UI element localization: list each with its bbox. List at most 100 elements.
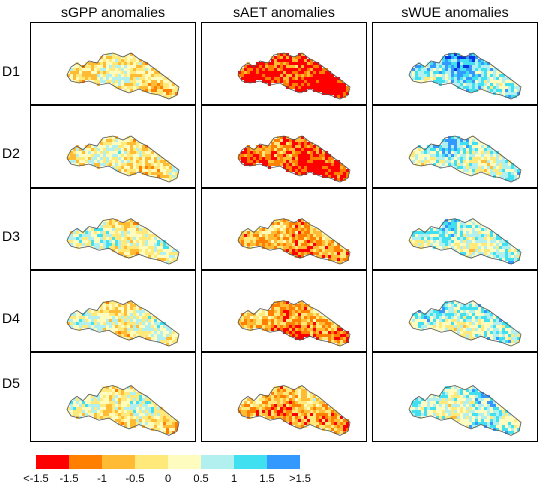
map-cell (496, 334, 499, 337)
map-cell (283, 325, 286, 328)
map-cell (460, 71, 463, 74)
map-cell (124, 240, 127, 243)
map-cell (106, 80, 109, 83)
map-cell (454, 389, 457, 392)
map-cell (259, 319, 262, 322)
map-cell (427, 325, 430, 328)
map-cell (160, 249, 163, 252)
map-cell (151, 319, 154, 322)
map-cell (481, 322, 484, 325)
map-cell (346, 337, 349, 340)
map-cell (151, 83, 154, 86)
map-cell (451, 322, 454, 325)
region-outline (408, 218, 522, 265)
map-cell (514, 425, 517, 428)
map-cell (82, 404, 85, 407)
map-cell (97, 68, 100, 71)
map-cell (292, 307, 295, 310)
map-cell (340, 80, 343, 83)
map-cell (442, 307, 445, 310)
map-cell (262, 62, 265, 65)
map-cell (511, 92, 514, 95)
map-cell (493, 249, 496, 252)
map-cell (151, 328, 154, 331)
map-cell (307, 319, 310, 322)
map-cell (142, 240, 145, 243)
map-cell (466, 249, 469, 252)
map-cell (286, 225, 289, 228)
map-cell (259, 74, 262, 77)
map-cell (259, 243, 262, 246)
map-cell (106, 304, 109, 307)
map-cell (268, 231, 271, 234)
map-cell (451, 234, 454, 237)
map-cell (253, 322, 256, 325)
map-cell (472, 222, 475, 225)
map-cell (109, 65, 112, 68)
map-cell (127, 139, 130, 142)
map-cell (157, 249, 160, 252)
map-cell (127, 404, 130, 407)
map-cell (427, 151, 430, 154)
map-cell (307, 148, 310, 151)
map-cell (85, 234, 88, 237)
map-cell (481, 68, 484, 71)
map-cell (451, 328, 454, 331)
map-cell (433, 65, 436, 68)
map-cell (292, 389, 295, 392)
map-cell (133, 139, 136, 142)
map-cell (94, 160, 97, 163)
map-cell (124, 154, 127, 157)
map-cell (79, 413, 82, 416)
map-cell (274, 240, 277, 243)
map-cell (481, 413, 484, 416)
map-cell (313, 86, 316, 89)
map-cell (277, 313, 280, 316)
map-cell (322, 422, 325, 425)
map-cell (112, 316, 115, 319)
map-cell (310, 160, 313, 163)
map-cell (331, 422, 334, 425)
map-cell (127, 337, 130, 340)
map-cell (172, 83, 175, 86)
map-cell (82, 151, 85, 154)
map-cell (112, 59, 115, 62)
map-cell (508, 175, 511, 178)
map-cell (460, 86, 463, 89)
map-cell (94, 404, 97, 407)
map-cell (175, 86, 178, 89)
map-cell (280, 160, 283, 163)
map-cell (325, 83, 328, 86)
map-cell (121, 160, 124, 163)
map-cell (136, 160, 139, 163)
map-cell (325, 89, 328, 92)
anomaly-map (408, 52, 522, 100)
map-cell (490, 246, 493, 249)
map-cell (124, 237, 127, 240)
map-cell (139, 148, 142, 151)
map-cell (493, 425, 496, 428)
map-cell (298, 395, 301, 398)
map-cell (163, 258, 166, 261)
map-cell (109, 157, 112, 160)
map-cell (487, 316, 490, 319)
map-cell (103, 325, 106, 328)
map-cell (136, 419, 139, 422)
map-cell (475, 416, 478, 419)
map-cell (82, 401, 85, 404)
map-cell (310, 240, 313, 243)
map-cell (259, 310, 262, 313)
map-cell (475, 328, 478, 331)
map-cell (154, 154, 157, 157)
map-cell (490, 243, 493, 246)
map-cell (493, 157, 496, 160)
map-cell (136, 392, 139, 395)
map-cell (316, 83, 319, 86)
map-cell (133, 249, 136, 252)
map-cell (511, 163, 514, 166)
map-cell (340, 83, 343, 86)
map-cell (478, 154, 481, 157)
map-cell (73, 401, 76, 404)
map-cell (265, 325, 268, 328)
map-cell (301, 225, 304, 228)
